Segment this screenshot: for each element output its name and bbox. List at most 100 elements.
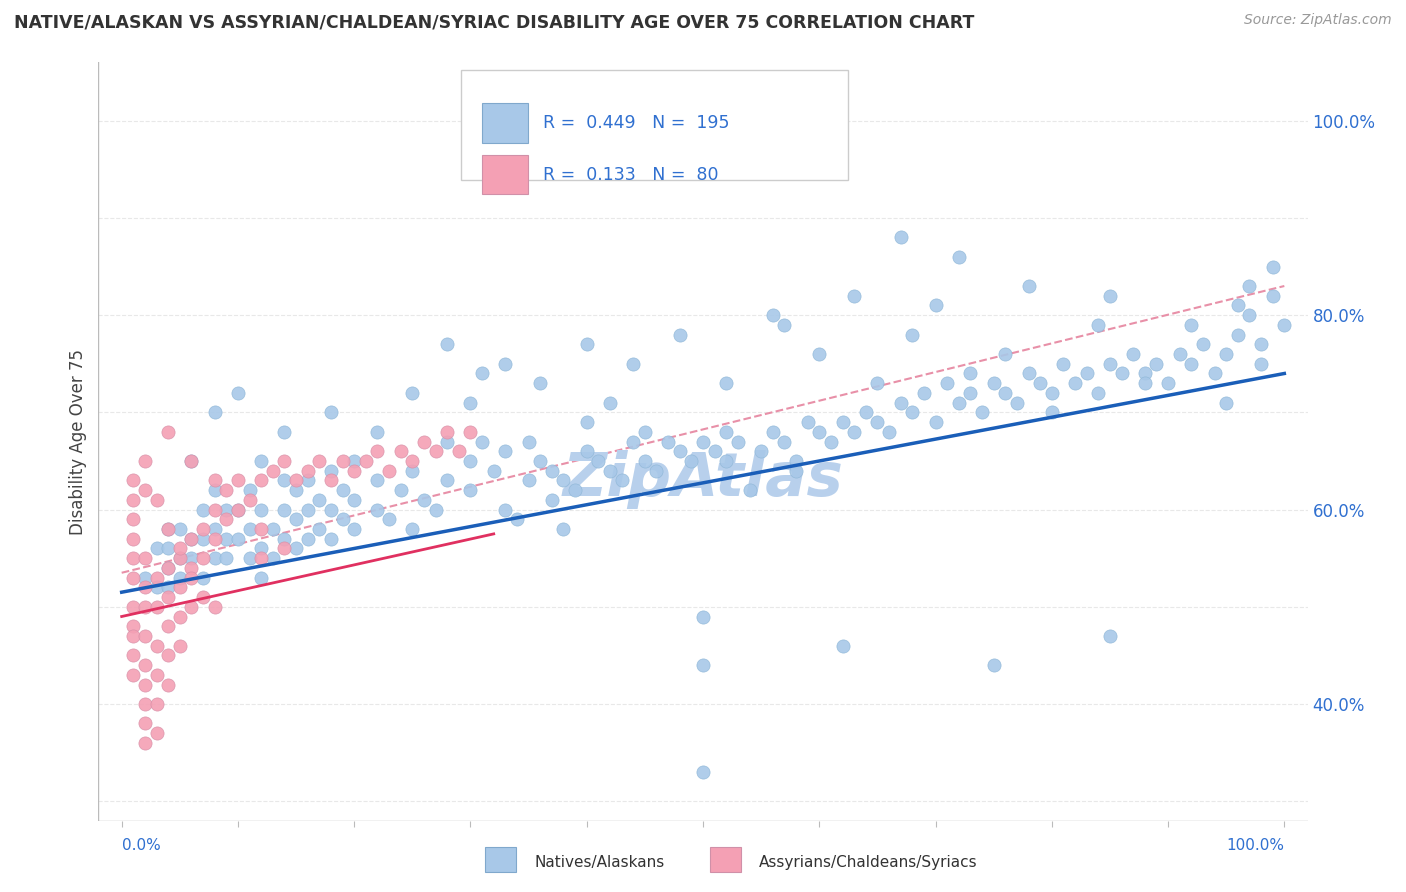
Point (134, 483, 156, 497)
Point (948, 395, 970, 409)
Point (866, 415, 889, 429)
Point (134, 629, 156, 643)
Point (948, 250, 970, 264)
Point (1064, 376, 1087, 391)
Point (738, 483, 761, 497)
Point (447, 444, 470, 458)
Point (122, 619, 145, 633)
Point (273, 532, 295, 546)
Point (808, 425, 831, 439)
Point (157, 522, 180, 536)
Point (924, 415, 946, 429)
Point (471, 367, 494, 381)
Point (855, 405, 877, 419)
Point (145, 668, 167, 682)
Point (343, 464, 366, 478)
Point (1180, 318, 1202, 332)
Point (169, 541, 191, 556)
Point (425, 502, 447, 516)
Point (599, 395, 621, 409)
Point (169, 522, 191, 536)
Point (262, 551, 284, 566)
Point (727, 434, 749, 449)
Point (204, 532, 226, 546)
Point (273, 541, 295, 556)
Point (204, 522, 226, 536)
Point (169, 609, 191, 624)
Point (180, 532, 202, 546)
Point (226, 474, 249, 488)
Point (773, 318, 796, 332)
Point (575, 444, 598, 458)
Point (239, 551, 262, 566)
Point (494, 444, 516, 458)
Point (180, 454, 202, 468)
Point (262, 522, 284, 536)
Point (226, 386, 249, 401)
Point (180, 571, 202, 585)
Point (332, 512, 354, 526)
Point (959, 367, 981, 381)
Point (204, 502, 226, 516)
Point (785, 464, 807, 478)
Point (134, 697, 156, 711)
Point (401, 454, 423, 468)
FancyBboxPatch shape (461, 70, 848, 180)
Point (273, 474, 295, 488)
Point (145, 726, 167, 740)
Point (1040, 386, 1063, 401)
Point (1040, 405, 1063, 419)
Point (844, 289, 866, 303)
Point (1122, 347, 1144, 361)
Point (1098, 289, 1121, 303)
FancyBboxPatch shape (710, 847, 741, 872)
Point (122, 668, 145, 682)
Point (1111, 367, 1133, 381)
Point (401, 386, 423, 401)
Point (250, 541, 273, 556)
Point (436, 434, 458, 449)
Point (285, 483, 308, 497)
Point (994, 347, 1017, 361)
Point (145, 492, 167, 507)
Point (285, 512, 308, 526)
Point (204, 474, 226, 488)
Point (599, 464, 621, 478)
Point (482, 464, 505, 478)
Point (681, 454, 703, 468)
Point (808, 347, 831, 361)
Point (668, 327, 690, 342)
Point (169, 571, 191, 585)
Point (215, 502, 238, 516)
Point (204, 551, 226, 566)
Point (1192, 337, 1215, 351)
Point (1239, 279, 1261, 293)
Point (239, 483, 262, 497)
Point (157, 561, 180, 575)
Point (657, 434, 679, 449)
Point (668, 444, 690, 458)
Point (413, 434, 436, 449)
Point (912, 386, 935, 401)
Point (226, 502, 249, 516)
Point (122, 532, 145, 546)
Point (250, 522, 273, 536)
Point (994, 386, 1017, 401)
Point (494, 357, 516, 371)
Point (401, 464, 423, 478)
Point (180, 561, 202, 575)
Point (1018, 367, 1040, 381)
Point (1076, 367, 1098, 381)
Point (273, 502, 295, 516)
FancyBboxPatch shape (485, 847, 516, 872)
Point (877, 425, 900, 439)
Point (366, 444, 388, 458)
Point (122, 512, 145, 526)
Point (460, 395, 482, 409)
Point (169, 551, 191, 566)
Point (157, 590, 180, 604)
Point (250, 571, 273, 585)
Point (517, 474, 540, 488)
Point (692, 609, 714, 624)
Point (564, 483, 586, 497)
